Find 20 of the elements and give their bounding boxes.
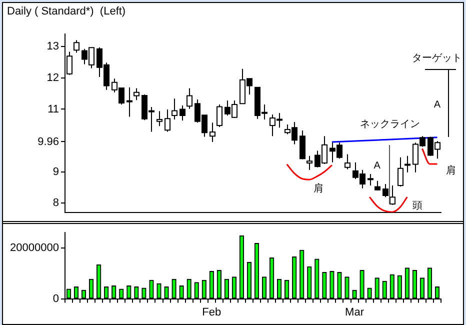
- annotation: A: [434, 99, 441, 110]
- annotation: ターゲット: [412, 53, 462, 64]
- text: 肩: [446, 164, 456, 177]
- y-tick-label: 13: [46, 40, 59, 53]
- y-tick-label: 0: [52, 292, 59, 305]
- y-tick-label: 11: [48, 103, 59, 116]
- y-tick-label: 9.96: [38, 136, 59, 148]
- chart-title: Daily ( Standard*) (Left): [7, 6, 126, 18]
- annotation: ネックライン: [360, 118, 420, 130]
- annotation: A: [374, 160, 381, 172]
- y-tick-label: 8: [52, 197, 59, 210]
- x-tick-label: Mar: [345, 306, 364, 318]
- line-series: [286, 164, 333, 180]
- line-series: [368, 196, 408, 212]
- annotation: 頭: [412, 200, 423, 212]
- x-tick-label: Feb: [202, 306, 222, 318]
- annotation: 肩: [313, 182, 324, 195]
- y-tick-label: 9: [52, 166, 59, 178]
- y-tick-label: 20000000: [10, 242, 59, 254]
- y-tick-label: 12: [46, 72, 59, 84]
